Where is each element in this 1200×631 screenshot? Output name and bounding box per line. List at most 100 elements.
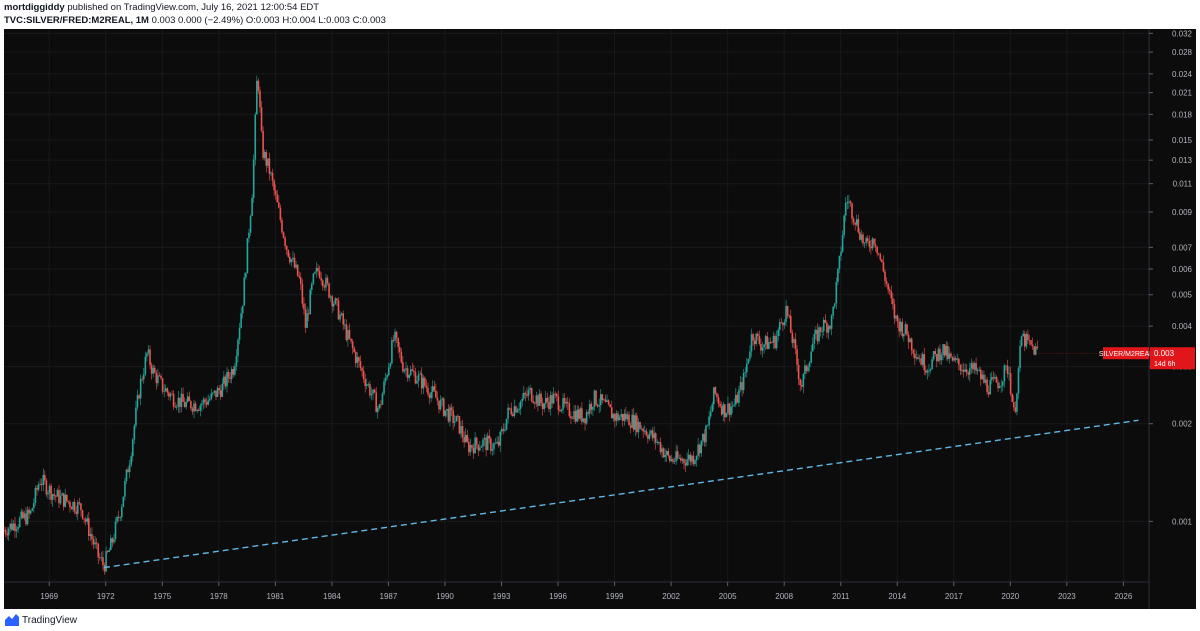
candle-body [212,392,214,394]
candle-body [468,441,470,453]
candle-body [840,251,842,256]
candle-body [837,268,839,282]
candle-body [92,539,95,545]
candle-body [144,356,147,375]
candle-body [841,235,844,252]
candle-body [615,413,618,421]
candle-body [1011,393,1014,402]
candle-body [818,327,820,342]
candle-body [419,373,421,375]
candle-body [763,344,765,348]
candle-body [970,363,973,369]
candle-body [376,407,379,413]
candle-body [554,393,557,395]
candle-body [623,413,626,421]
candle-body [508,407,511,409]
candle-body [1022,333,1024,337]
candle-body [474,437,476,454]
candle-body [395,331,398,338]
candle-body [26,509,29,525]
candle-body [490,438,492,451]
candle-body [312,273,315,284]
candle-body [1001,381,1004,386]
candle-body [175,406,178,408]
candle-body [452,410,454,423]
candle-body [774,335,776,349]
candle-body [645,430,648,436]
candle-body [219,390,222,397]
candle-body [778,322,781,330]
candle-body [769,342,772,343]
candle-body [471,445,473,448]
candle-body [271,172,274,181]
price-chart[interactable]: 0.032 0.028 0.024 0.021 0.018 0.015 0.013 0.011… [3,29,1196,609]
x-tick-label: 1984 [323,592,341,601]
candle-body [224,376,227,387]
support-trendline[interactable] [103,419,1139,569]
tradingview-logo-icon[interactable] [4,613,20,627]
candle-body [791,332,794,343]
candle-body [742,372,745,391]
candle-body [975,363,977,371]
candle-body [876,246,878,254]
candle-body [125,469,128,481]
candle-body [328,283,330,298]
candle-body [656,442,659,443]
candle-body [948,353,951,359]
candle-body [749,351,751,359]
candle-body [687,454,690,460]
candle-body [372,389,374,394]
candle-body [859,232,861,240]
candle-body [1006,365,1009,374]
candle-body [940,354,943,361]
candle-body [893,304,896,319]
candle-body [884,271,886,282]
candle-body [359,361,362,369]
candle-body [257,80,260,91]
candle-body [648,433,651,439]
candle-body [857,219,860,233]
candle-body [929,369,932,371]
candle-body [510,408,513,415]
candle-body [874,244,877,247]
candle-body [130,456,133,465]
candle-body [661,448,663,453]
candle-body [892,298,894,305]
candle-body [406,368,409,378]
candle-body [72,501,74,510]
candle-body [747,358,750,364]
brand-text[interactable]: TradingView [22,615,78,626]
candle-body [321,280,324,287]
chart-pane[interactable]: 0.032 0.028 0.024 0.021 0.018 0.015 0.013 0.011… [3,29,1196,609]
candle-body [895,315,897,319]
candle-body [119,517,122,519]
chart-grid [4,29,1149,582]
y-tick-label: 0.024 [1172,70,1193,79]
candle-body [760,343,762,351]
candle-body [273,180,275,191]
candle-body [254,114,257,160]
candle-body [849,201,852,204]
candle-body [684,462,687,466]
candle-body [113,539,115,543]
candle-body [39,483,41,485]
symbol-name: TVC:SILVER/FRED:M2REAL, 1M [4,15,149,26]
candle-body [744,372,747,374]
candle-body [665,451,668,455]
author-name[interactable]: mortdiggiddy [4,2,65,13]
candle-body [1025,334,1028,347]
candle-body [457,415,459,417]
candle-body [77,502,79,514]
candle-body [546,397,549,403]
candle-body [455,415,458,422]
candle-body [640,428,643,430]
candle-body [709,411,712,417]
candle-body [447,408,450,422]
candle-body [906,324,908,335]
candle-body [94,542,96,545]
x-tick-label: 2002 [662,592,680,601]
candle-body [128,464,131,473]
candle-body [612,414,615,419]
candle-body [477,444,480,451]
candle-body [202,399,205,404]
